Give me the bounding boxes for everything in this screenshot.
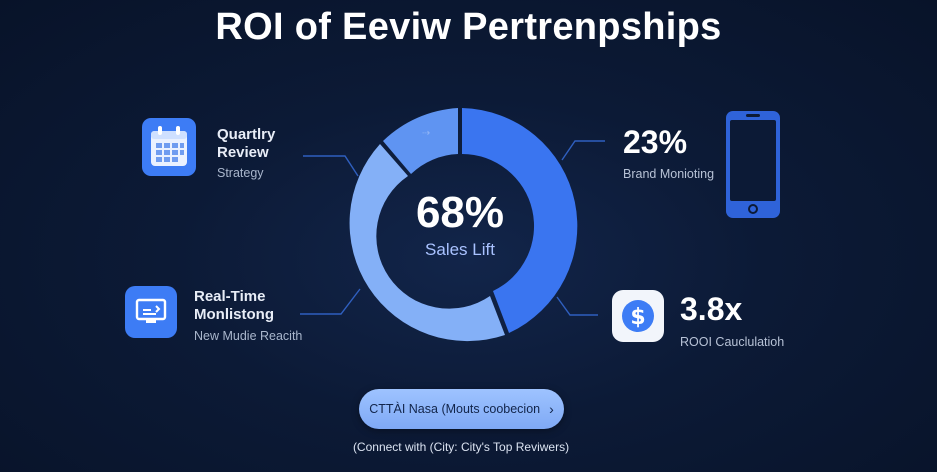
left-item-title-line2: Review: [217, 144, 269, 161]
monitor-icon: [135, 298, 167, 323]
left-item-subtitle: New Mudie Reacith: [194, 329, 303, 343]
center-label: Sales Lift: [425, 240, 495, 259]
donut-segment-tertiary: [383, 108, 458, 174]
svg-text:⇢: ⇢: [422, 128, 430, 139]
left-item-quarterly: Quartlry Review Strategy: [217, 126, 275, 181]
left-item-subtitle: Strategy: [217, 166, 264, 180]
stat-value: 23%: [623, 124, 688, 160]
page-title: ROI of Eeviw Pertrenpships: [215, 6, 722, 48]
smartphone-icon: [726, 111, 780, 218]
stat-value: 3.8x: [680, 291, 743, 327]
stat-label: ROOI Cauclulatioh: [680, 335, 785, 349]
donut-segment-secondary: [349, 144, 505, 342]
stat-label: Brand Monioting: [623, 167, 715, 181]
left-item-title-line1: Quartlry: [217, 126, 276, 143]
footer-text: (Connect with (City: City's Top Reviwers…: [352, 440, 570, 454]
center-value: 68%: [415, 188, 505, 237]
svg-text:$: $: [630, 305, 645, 330]
monitor-tile: [125, 286, 177, 338]
calendar-icon: [151, 126, 187, 166]
left-item-title-line1: Real-Time: [194, 288, 266, 305]
left-item-monitoring: Real-Time Monlistong New Mudie Reacith: [194, 288, 302, 344]
donut-chart: ⇢: [349, 108, 578, 342]
dollar-icon: $: [622, 300, 654, 332]
cta-label: CTTÀI Nasa (Mouts coobecion: [369, 402, 541, 416]
chevron-right-icon: ›: [549, 401, 554, 417]
left-item-title-line2: Monlistong: [194, 306, 274, 323]
calendar-tile: [142, 118, 196, 176]
dollar-tile: $: [612, 290, 664, 342]
cta-button[interactable]: CTTÀI Nasa (Mouts coobecion ›: [359, 389, 564, 429]
right-item-brand: 23% Brand Monioting: [623, 124, 714, 181]
right-item-roi: 3.8x ROOI Cauclulatioh: [680, 291, 784, 349]
donut-segment-primary: [462, 108, 578, 333]
